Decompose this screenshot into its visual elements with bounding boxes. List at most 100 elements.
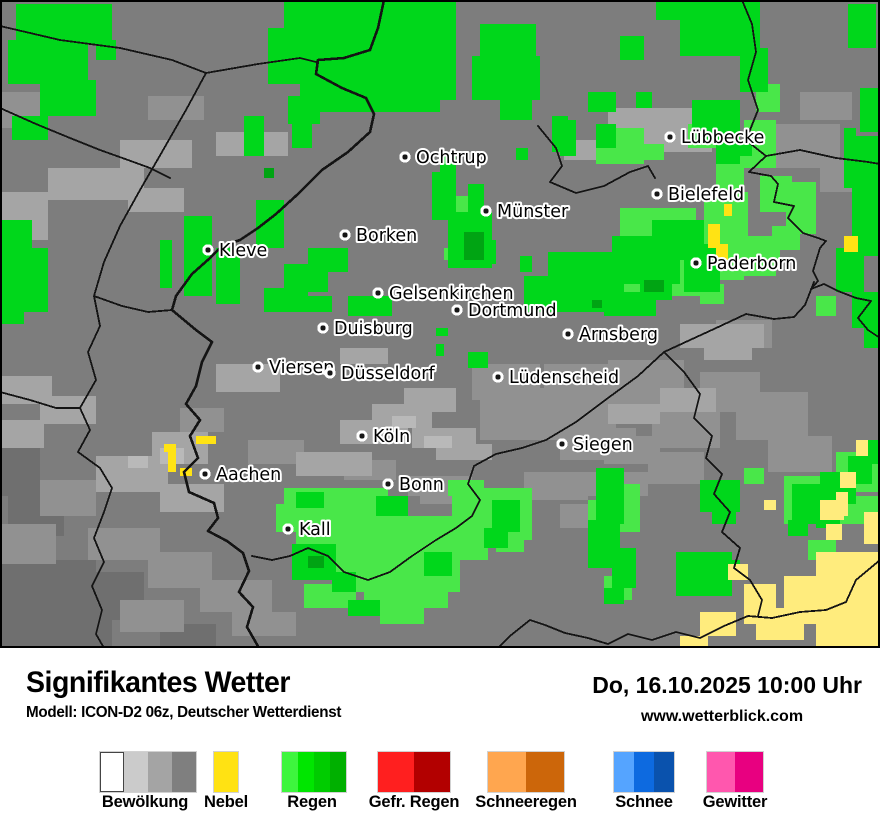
legend-color-cell — [298, 752, 314, 792]
city-dot — [317, 322, 329, 334]
city-marker-Ochtrup: Ochtrup — [399, 146, 489, 170]
city-dot — [199, 468, 211, 480]
city-label: Siegen — [573, 435, 633, 455]
city-marker-Duisburg: Duisburg — [317, 317, 415, 341]
legend-label: Schneeregen — [475, 793, 577, 811]
city-label: Duisburg — [334, 319, 413, 339]
city-dot — [690, 257, 702, 269]
city-dot — [252, 361, 264, 373]
legend-color-cell — [214, 752, 238, 792]
page-title: Signifikantes Wetter — [26, 666, 290, 699]
legend-color-cell — [614, 752, 634, 792]
city-marker-Viersen: Viersen — [252, 356, 336, 380]
city-marker-Dortmund: Dortmund — [451, 299, 559, 323]
city-dot — [356, 430, 368, 442]
city-label: Viersen — [269, 358, 334, 378]
city-label: Bielefeld — [668, 185, 744, 205]
forecast-datetime: Do, 16.10.2025 10:00 Uhr — [592, 672, 862, 698]
city-marker-Borken: Borken — [339, 224, 419, 248]
city-label: Bonn — [399, 475, 444, 495]
legend-color-cell — [735, 752, 763, 792]
patch-cloud-mid-gray — [0, 92, 860, 636]
city-label: Köln — [373, 427, 410, 447]
city-marker-Münster: Münster — [480, 200, 571, 224]
legend-swatch-Schnee — [613, 751, 675, 793]
legend-swatch-Schneeregen — [487, 751, 565, 793]
city-marker-Düsseldorf: Düsseldorf — [324, 362, 437, 386]
city-label: Paderborn — [707, 254, 796, 274]
city-marker-Bielefeld: Bielefeld — [651, 183, 746, 207]
legend-swatch-Bewölkung — [99, 751, 197, 793]
city-dot — [562, 328, 574, 340]
legend-label: Bewölkung — [101, 793, 189, 811]
city-label: Aachen — [216, 465, 281, 485]
city-marker-Kall: Kall — [282, 518, 333, 542]
legend-label: Gefr. Regen — [368, 793, 460, 811]
city-label: Lüdenscheid — [509, 368, 619, 388]
legend-color-cell — [378, 752, 414, 792]
border-lines — [0, 0, 880, 648]
city-dot — [339, 229, 351, 241]
legend-color-cell — [148, 752, 172, 792]
city-dot — [372, 287, 384, 299]
legend-label: Regen — [287, 793, 337, 811]
city-dot — [202, 244, 214, 256]
legend-color-cell — [330, 752, 346, 792]
model-info: Modell: ICON-D2 06z, Deutscher Wetterdie… — [26, 704, 342, 721]
city-marker-Siegen: Siegen — [556, 433, 635, 457]
city-label: Münster — [497, 202, 569, 222]
city-label: Arnsberg — [579, 325, 658, 345]
website-url: www.wetterblick.com — [640, 708, 804, 725]
city-dot — [324, 367, 336, 379]
city-label: Lübbecke — [681, 128, 764, 148]
city-label: Kall — [299, 520, 331, 540]
legend-color-cell — [526, 752, 564, 792]
legend-color-cell — [654, 752, 674, 792]
legend-color-cell — [282, 752, 298, 792]
legend-color-cell — [172, 752, 196, 792]
legend-label: Nebel — [204, 793, 248, 811]
legend-color-cell — [314, 752, 330, 792]
patch-rain-dark-green — [264, 168, 664, 568]
city-dot — [399, 151, 411, 163]
city-marker-Aachen: Aachen — [199, 463, 283, 487]
city-dot — [556, 438, 568, 450]
city-label: Düsseldorf — [341, 364, 435, 384]
city-label: Dortmund — [468, 301, 557, 321]
city-label: Gelsenkirchen — [389, 284, 514, 304]
legend-label: Schnee — [615, 793, 673, 811]
city-dot — [492, 371, 504, 383]
legend-swatch-Nebel — [213, 751, 239, 793]
city-label: Kleve — [219, 241, 267, 261]
legend-swatch-Gewitter — [706, 751, 764, 793]
legend-color-cell — [124, 752, 148, 792]
city-marker-Arnsberg: Arnsberg — [562, 323, 660, 347]
city-marker-Gelsenkirchen: Gelsenkirchen — [372, 282, 516, 306]
legend-color-cell — [414, 752, 450, 792]
legend-color-cell — [707, 752, 735, 792]
weather-map: Ochtrup Lübbecke Bielefeld Münster Borken Kle… — [0, 0, 880, 648]
city-dot — [480, 205, 492, 217]
city-dot — [651, 188, 663, 200]
patch-fog-gold-yellow — [164, 204, 858, 476]
city-dot — [664, 131, 676, 143]
legend-color-cell — [488, 752, 526, 792]
city-marker-Bonn: Bonn — [382, 473, 446, 497]
map-area: Ochtrup Lübbecke Bielefeld Münster Borken Kle… — [0, 0, 880, 648]
patch-cloud-dark-gray — [0, 448, 216, 648]
city-label: Ochtrup — [416, 148, 487, 168]
city-marker-Kleve: Kleve — [202, 239, 269, 263]
legend-swatch-Regen — [281, 751, 347, 793]
city-dot — [451, 304, 463, 316]
city-marker-Lübbecke: Lübbecke — [664, 126, 766, 150]
city-dot — [382, 478, 394, 490]
city-dot — [282, 523, 294, 535]
legend-color-cell — [634, 752, 654, 792]
city-marker-Paderborn: Paderborn — [690, 252, 798, 276]
legend-swatch-Gefr. Regen — [377, 751, 451, 793]
city-marker-Lüdenscheid: Lüdenscheid — [492, 366, 621, 390]
legend-color-cell — [100, 752, 124, 792]
city-marker-Köln: Köln — [356, 425, 412, 449]
city-label: Borken — [356, 226, 417, 246]
